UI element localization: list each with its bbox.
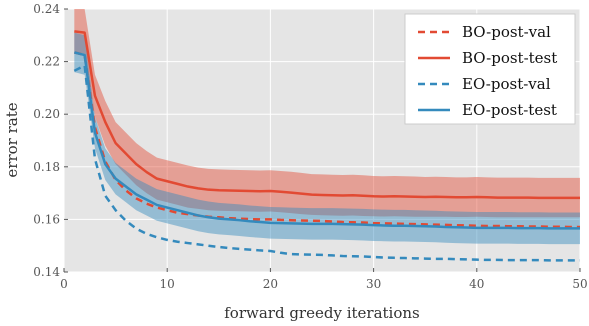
x-tick-label: 20 [263,277,278,291]
series-lines [73,30,580,262]
y-tick-label: 0.24 [33,2,60,16]
x-tick-label: 40 [469,277,484,291]
legend: BO-post-val BO-post-test EO-post-val EO-… [404,13,576,125]
y-axis-title: error rate [3,102,21,177]
y-tick-label: 0.18 [33,160,60,174]
x-tick-label: 30 [366,277,381,291]
y-tick-label: 0.20 [33,107,60,121]
series-line-bo-post-val [74,51,580,229]
axis-ticks: 0 10 20 30 40 50 0.14 0.16 0.18 0.20 0.22 0.24 [33,2,587,291]
legend-label-eo-post-val: EO-post-val [462,75,551,93]
legend-label-bo-post-test: BO-post-test [462,49,557,67]
series-line-bo-post-test [74,30,580,200]
band-eo-post-test [74,32,580,245]
y-tick-label: 0.22 [33,55,60,69]
y-tick-label: 0.16 [33,212,60,226]
x-tick-label: 50 [572,277,587,291]
x-tick-label: 10 [160,277,175,291]
x-axis-title: forward greedy iterations [224,304,419,322]
legend-label-bo-post-val: BO-post-val [462,23,551,41]
series-line-eo-post-test [74,51,580,230]
legend-label-eo-post-test: EO-post-test [462,101,557,119]
x-tick-label: 0 [60,277,68,291]
y-tick-label: 0.14 [33,265,60,279]
